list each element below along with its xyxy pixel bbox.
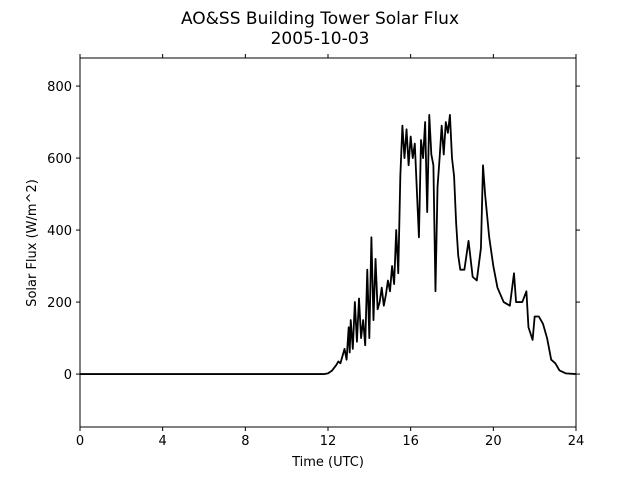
x-tick-label: 20 (485, 434, 502, 449)
chart-subtitle: 2005-10-03 (271, 29, 370, 49)
line (80, 113, 577, 375)
chart-title: AO&SS Building Tower Solar Flux (181, 9, 459, 29)
y-tick-label: 600 (47, 152, 72, 167)
plot-frame (79, 57, 577, 428)
y-tick-label: 0 (64, 368, 72, 383)
y-tick-label: 200 (47, 296, 72, 311)
x-tick-label: 4 (159, 434, 167, 449)
x-tick-label: 12 (320, 434, 337, 449)
y-axis-label: Solar Flux (W/m^2) (25, 179, 40, 307)
x-tick-label: 0 (76, 434, 84, 449)
y-tick-label: 800 (47, 80, 72, 95)
y-tick-label: 400 (47, 224, 72, 239)
x-tick-label: 8 (241, 434, 249, 449)
x-tick-label: 24 (568, 434, 585, 449)
x-tick-label: 16 (402, 434, 419, 449)
x-axis-label: Time (UTC) (291, 455, 364, 470)
